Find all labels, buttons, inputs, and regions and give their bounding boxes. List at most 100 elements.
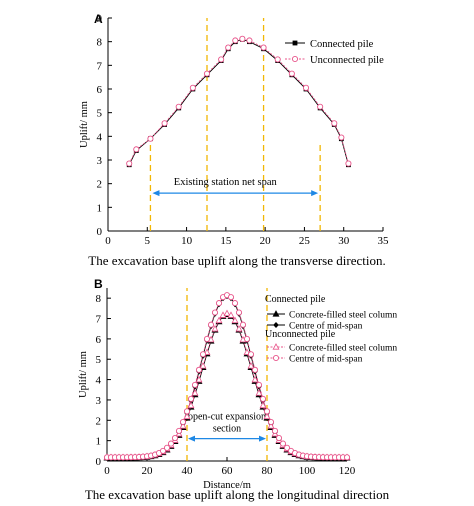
legend-label: Unconnected pile <box>310 55 384 66</box>
legend-marker <box>272 310 280 317</box>
chart-b: 0 20 40 60 80 100 120 0 1 2 3 4 5 6 7 8 Distance/m Uplift… <box>78 288 397 491</box>
y-tick-label: 1 <box>97 202 103 214</box>
data-point <box>191 381 199 388</box>
data-point <box>232 37 239 44</box>
data-point <box>227 294 235 301</box>
data-point <box>255 381 263 388</box>
span-annotation-line1: open-cut expansion <box>188 412 266 423</box>
span-arrow-head-right <box>259 435 266 442</box>
x-tick-label: 0 <box>105 235 111 247</box>
caption-a: The excavation base uplift along the tra… <box>88 253 386 268</box>
data-point <box>231 300 239 307</box>
legend-marker <box>273 322 279 328</box>
y-tick-label: 4 <box>97 131 103 143</box>
x-axis-title: Distance/m <box>203 480 251 491</box>
data-point <box>247 351 255 358</box>
data-point <box>255 389 263 396</box>
data-point <box>227 311 235 318</box>
y-tick-label: 3 <box>97 155 103 167</box>
data-point <box>259 395 267 402</box>
data-point <box>288 70 295 77</box>
data-point <box>171 434 179 442</box>
data-point <box>243 335 251 342</box>
x-tick-label: 0 <box>104 465 110 477</box>
y-tick-label: 7 <box>96 314 102 326</box>
y-tick-label: 9 <box>97 13 103 25</box>
legend-group-label: Connected pile <box>265 294 326 305</box>
data-point <box>189 84 196 91</box>
data-point <box>191 389 199 396</box>
x-tick-label: 15 <box>220 235 232 247</box>
y-tick-label: 8 <box>96 293 102 305</box>
data-point <box>263 408 271 415</box>
y-tick-label: 2 <box>97 179 103 191</box>
x-tick-label: 60 <box>222 465 234 477</box>
data-point <box>259 401 267 409</box>
span-arrow-head-right <box>311 190 319 197</box>
data-point <box>215 300 223 307</box>
data-point <box>231 316 239 324</box>
legend-marker <box>292 40 298 46</box>
legend-label: Centre of mid-span <box>289 354 363 365</box>
data-point <box>199 362 207 369</box>
data-point <box>251 375 259 383</box>
data-point <box>274 56 281 63</box>
legend-label: Concrete-filled steel column <box>289 310 397 321</box>
data-point <box>175 427 183 434</box>
data-point <box>147 135 154 142</box>
data-point <box>183 408 191 415</box>
x-tick-label: 80 <box>262 465 274 477</box>
legend-marker <box>272 343 280 350</box>
caption-b: The excavation base uplift along the lon… <box>84 487 390 502</box>
data-point <box>271 427 279 434</box>
data-point <box>345 160 352 167</box>
legend-group-label: Unconnected pile <box>265 329 336 340</box>
data-point <box>203 70 211 77</box>
x-tick-label: 30 <box>338 235 350 247</box>
legend-label: Connected pile <box>310 39 374 50</box>
x-tick-label: 120 <box>339 465 356 477</box>
data-point <box>195 375 203 383</box>
data-point <box>203 335 211 342</box>
panel-a-letter: A <box>94 12 103 26</box>
x-tick-label: 100 <box>299 465 316 477</box>
data-point <box>159 447 167 454</box>
y-tick-label: 1 <box>96 436 102 448</box>
data-point <box>225 44 232 51</box>
y-tick-label: 4 <box>96 375 102 387</box>
y-tick-label: 6 <box>96 334 102 346</box>
legend-label: Centre of mid-span <box>289 321 363 332</box>
x-tick-label: 35 <box>378 235 390 247</box>
y-tick-label: 8 <box>97 37 103 49</box>
chart-a: 051015202530350123456789Distance from th… <box>79 13 390 247</box>
data-point <box>223 309 231 317</box>
data-point <box>179 418 187 426</box>
panel-b-letter: B <box>94 277 103 291</box>
y-tick-label: 7 <box>97 60 103 72</box>
data-point <box>251 366 259 373</box>
data-point <box>211 325 219 332</box>
data-point <box>175 103 182 110</box>
data-point <box>275 434 283 442</box>
data-point <box>218 56 225 63</box>
y-tick-label: 6 <box>97 84 103 96</box>
data-point <box>235 309 243 316</box>
y-tick-label: 5 <box>97 108 103 120</box>
y-tick-label: 3 <box>96 395 102 407</box>
data-point <box>187 395 195 402</box>
x-tick-label: 20 <box>260 235 272 247</box>
x-tick-label: 5 <box>145 235 151 247</box>
data-point <box>239 35 246 42</box>
data-point <box>317 103 324 110</box>
span-arrow-head-left <box>152 190 160 197</box>
span-annotation-line2: section <box>213 424 241 435</box>
y-tick-label: 0 <box>97 226 103 238</box>
data-point <box>267 418 275 426</box>
data-point <box>235 325 243 332</box>
data-point <box>343 454 351 461</box>
data-point <box>215 316 223 324</box>
data-point <box>207 321 215 328</box>
data-point <box>187 401 195 409</box>
data-point <box>211 309 219 316</box>
y-axis-title: Uplift/ mm <box>78 351 89 398</box>
